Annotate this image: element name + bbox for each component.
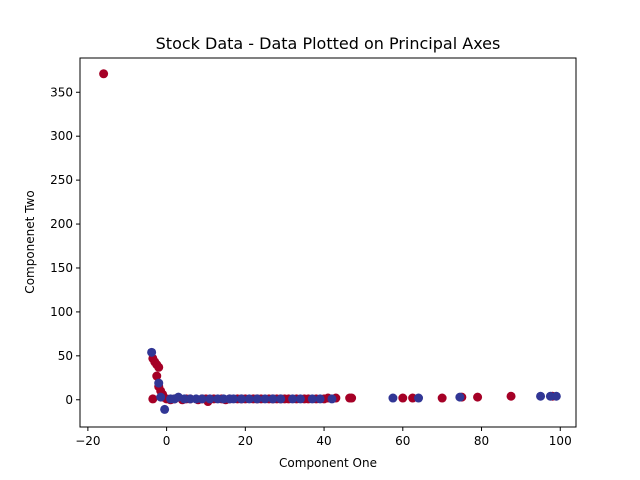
scatter-point-blue xyxy=(551,391,561,401)
plot-area: −20 0 20 40 60 80 100 0 50 100 150 200 250 300 350 xyxy=(50,57,577,448)
y-tick-label: 300 xyxy=(50,129,73,143)
scatter-point-blue xyxy=(536,391,546,401)
scatter-point-red xyxy=(347,393,357,403)
scatter-point-blue xyxy=(260,394,270,404)
y-tick-label: 250 xyxy=(50,173,73,187)
scatter-point-blue xyxy=(229,394,239,404)
scatter-point-blue xyxy=(315,394,325,404)
scatter-point-blue xyxy=(160,404,170,414)
scatter-point-blue xyxy=(197,394,207,404)
x-tick-label: 100 xyxy=(549,434,572,448)
x-tick-label: 20 xyxy=(238,434,253,448)
axes-frame xyxy=(79,57,577,428)
scatter-point-blue xyxy=(205,394,215,404)
scatter-point-blue xyxy=(388,393,398,403)
x-tick-label: 60 xyxy=(395,434,410,448)
scatter-point-blue xyxy=(276,394,286,404)
scatter-point-blue xyxy=(252,394,262,404)
scatter-point-red xyxy=(506,391,516,401)
y-axis-label: Componenet Two xyxy=(23,190,37,293)
x-axis-label: Component One xyxy=(279,456,377,470)
scatter-point-red xyxy=(398,393,408,403)
y-tick-label: 100 xyxy=(50,305,73,319)
scatter-point-blue xyxy=(327,394,337,404)
y-axis: 0 50 100 150 200 250 300 350 xyxy=(50,85,80,407)
scatter-point-blue xyxy=(455,392,465,402)
y-tick-label: 200 xyxy=(50,217,73,231)
x-tick-label: −20 xyxy=(75,434,100,448)
points-layer xyxy=(99,69,561,414)
y-tick-label: 150 xyxy=(50,261,73,275)
y-tick-label: 50 xyxy=(58,349,73,363)
x-tick-label: 40 xyxy=(316,434,331,448)
scatter-point-blue xyxy=(414,393,424,403)
scatter-point-blue xyxy=(156,392,166,402)
x-axis: −20 0 20 40 60 80 100 xyxy=(75,427,572,448)
scatter-point-red xyxy=(437,393,447,403)
scatter-point-red xyxy=(154,362,164,372)
scatter-point-red xyxy=(99,69,109,79)
y-tick-label: 0 xyxy=(65,393,73,407)
scatter-point-red xyxy=(148,394,158,404)
scatter-point-blue xyxy=(268,394,278,404)
scatter-point-blue xyxy=(147,347,157,357)
scatter-point-blue xyxy=(307,394,317,404)
scatter-point-blue xyxy=(288,394,298,404)
scatter-point-blue xyxy=(236,394,246,404)
chart-title: Stock Data - Data Plotted on Principal A… xyxy=(156,34,501,53)
scatter-point-red xyxy=(473,392,483,402)
scatter-point-blue xyxy=(244,394,254,404)
y-tick-label: 350 xyxy=(50,85,73,99)
scatter-point-blue xyxy=(154,378,164,388)
scatter-point-blue xyxy=(295,394,305,404)
scatter-point-red xyxy=(152,371,162,381)
x-tick-label: 0 xyxy=(163,434,171,448)
x-tick-label: 80 xyxy=(474,434,489,448)
